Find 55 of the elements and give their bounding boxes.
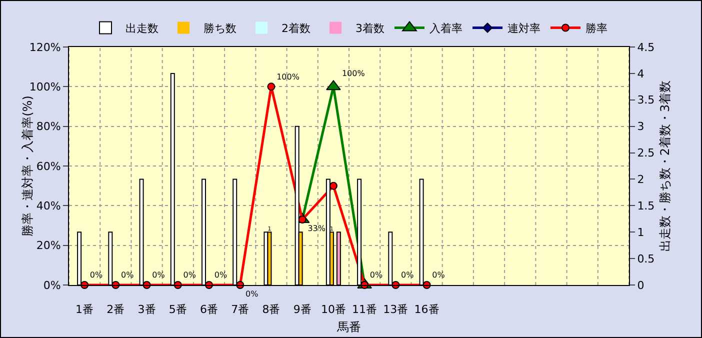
data-label: 100% [276, 72, 300, 82]
data-label: 0% [90, 270, 104, 280]
y2-tick-label: 0 [637, 278, 644, 292]
point [267, 82, 276, 91]
legend-label: 勝率 [586, 22, 608, 36]
point [326, 80, 341, 90]
legend-label: 3着数 [356, 22, 384, 36]
y-tick-label: 60% [36, 160, 61, 173]
y2-tick-label: 0.5 [637, 252, 655, 266]
y-tick-label: 20% [36, 239, 61, 252]
y-tick-label: 120% [29, 40, 61, 54]
legend-label: 連対率 [508, 22, 540, 36]
x-tick-label: 9番 [293, 303, 312, 316]
y2-axis-title: 出走数・勝ち数・2着数・3着数 [658, 80, 672, 252]
x-tick-label: 3番 [138, 303, 156, 316]
legend-label: 勝ち数 [204, 22, 236, 36]
y2-tick-label: 2 [637, 173, 644, 186]
y-axis-title: 勝率・連対率・入着率(%) [20, 96, 34, 236]
y-tick-label: 80% [36, 120, 61, 134]
y-tick-label: 40% [36, 200, 61, 213]
x-tick-label: 11番 [352, 303, 378, 316]
y2-tick-label: 1.5 [637, 200, 655, 213]
x-tick-label: 5番 [168, 303, 187, 316]
point [298, 216, 306, 224]
data-label: 0% [245, 289, 259, 298]
x-tick-label: 16番 [414, 303, 440, 316]
data-label: 0% [183, 270, 196, 280]
data-label: 0% [370, 270, 384, 280]
y-tick-label: 0% [43, 278, 61, 292]
y2-tick-label: 3.5 [637, 94, 655, 107]
y2-tick-label: 4.5 [637, 40, 655, 54]
legend-label: 入着率 [430, 22, 462, 36]
data-label: 100% [342, 69, 366, 78]
y2-tick-label: 1 [637, 226, 644, 239]
x-tick-label: 8番 [262, 303, 280, 316]
x-tick-label: 1番 [76, 303, 94, 316]
data-label: 0% [152, 270, 166, 280]
data-label: 0% [214, 270, 228, 280]
x-tick-label: 2番 [106, 303, 125, 316]
legend-label: 出走数 [126, 22, 158, 36]
data-label: 0% [432, 270, 446, 280]
y2-tick-label: 2.5 [637, 146, 655, 160]
y2-tick-label: 4 [637, 67, 644, 80]
x-tick-label: 7番 [231, 303, 250, 316]
data-label: 0% [121, 270, 134, 280]
y2-tick-label: 3 [637, 120, 644, 134]
data-label: 0% [401, 270, 414, 280]
legend-label: 2着数 [282, 22, 310, 36]
y-tick-label: 100% [29, 80, 61, 94]
x-axis-title: 馬番 [336, 320, 361, 334]
x-tick-label: 6番 [200, 303, 218, 316]
x-tick-label: 13番 [383, 303, 408, 316]
x-tick-label: 10番 [320, 303, 346, 316]
point [329, 182, 338, 190]
data-label: 33% [308, 224, 326, 233]
